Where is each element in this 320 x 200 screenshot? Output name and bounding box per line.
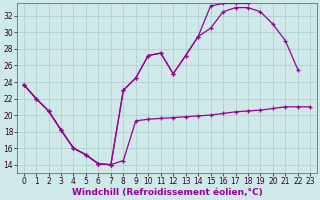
- X-axis label: Windchill (Refroidissement éolien,°C): Windchill (Refroidissement éolien,°C): [72, 188, 262, 197]
